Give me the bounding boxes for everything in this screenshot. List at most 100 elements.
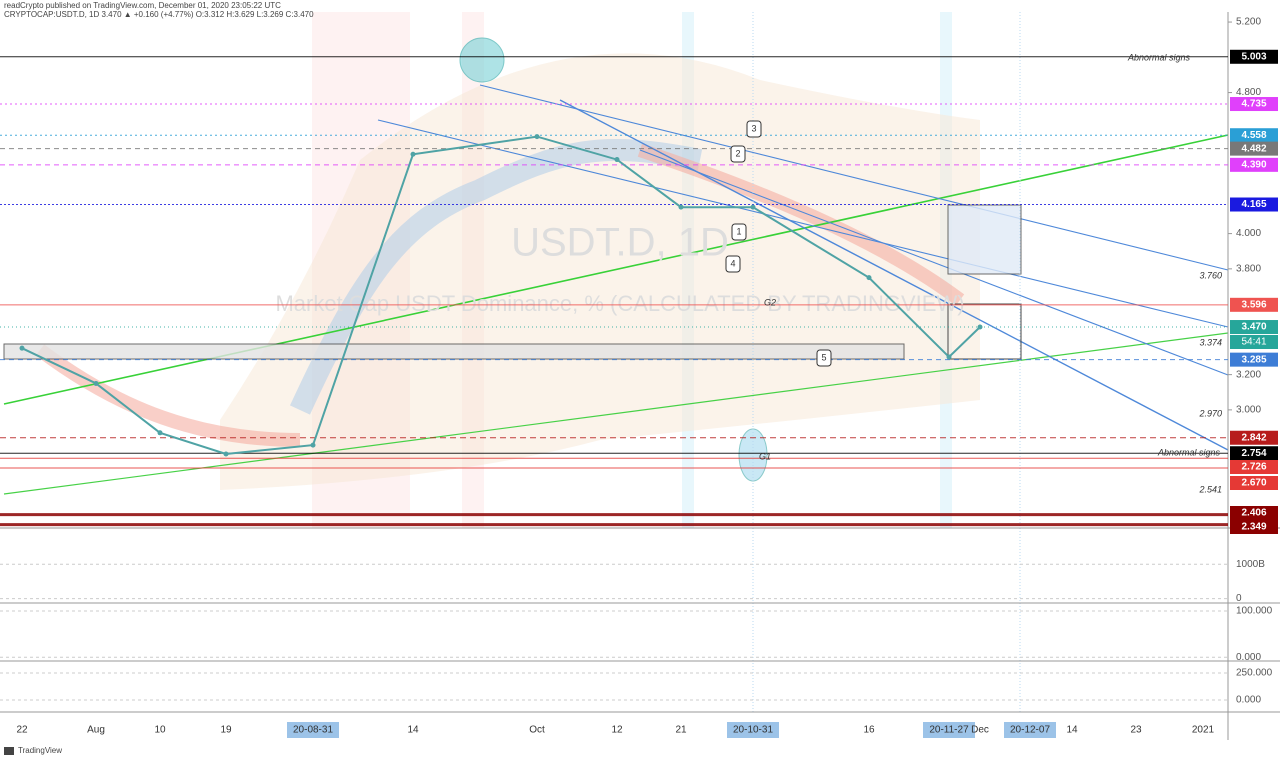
logo [4,747,14,755]
price-point [977,324,983,330]
callout-box [816,349,832,367]
price-point [866,275,872,281]
price-point [750,204,756,210]
level-label-box [1230,460,1278,474]
level-label: 3.470 [1241,322,1266,333]
x-tick-label: 2021 [1192,725,1215,736]
x-tick-label: 20-08-31 [293,725,333,736]
level-label: 3.285 [1241,354,1266,365]
y-tick-label: 3.800 [1236,263,1261,274]
x-tick-label: Dec [971,725,989,736]
level-label-box [1230,97,1278,112]
level-label: 2.842 [1241,432,1266,443]
ribbon [290,139,703,415]
countdown-box [1230,335,1278,349]
annotation: 2.541 [1198,484,1222,494]
channel-line [559,99,1229,451]
trend-line [3,332,1229,495]
price-point [410,151,416,157]
x-tick-label: 14 [1066,725,1078,736]
annotation: 2.970 [1198,408,1222,418]
level-label-box [1230,520,1278,534]
y-tick-label: 3.000 [1236,405,1261,416]
highlight-band [682,12,694,528]
y-tick-label: 4.000 [1236,228,1261,239]
x-tick-label: 21 [675,725,687,736]
level-label: 4.482 [1241,143,1266,154]
box [3,343,905,360]
highlight-band [462,12,484,528]
annotation: 1 [736,226,741,236]
pane-tick-label: 0.000 [1236,652,1261,663]
x-tick-label: 20-11-27 [929,725,969,736]
symbol-line: CRYPTOCAP:USDT.D, 1D 3.470 ▲ +0.160 (+4.… [4,10,314,19]
level-label-box [1230,506,1278,520]
annotation: 3.374 [1199,337,1222,347]
level-label-box [1230,141,1278,156]
pane-tick-label: 250.000 [1236,668,1273,679]
channel-line [479,84,1229,271]
x-tick-label: 10 [154,725,166,736]
level-label: 2.726 [1241,462,1266,473]
annotation: Abnormal signs [1127,52,1191,62]
annotation: 5 [821,352,826,362]
countdown: 54:41 [1241,337,1266,348]
level-label: 4.735 [1241,99,1266,110]
channel-line [639,149,1229,376]
x-tick-label: 20-12-07 [1010,725,1050,736]
y-tick-label: 5.200 [1236,17,1261,28]
x-tick-label: 14 [407,725,419,736]
callout-box [725,255,741,273]
pane-tick-label: 1000B [1236,559,1265,570]
level-label: 4.558 [1241,130,1266,141]
x-highlight [287,722,339,738]
annotation: Abnormal signs [1157,447,1221,457]
level-label-box [1230,49,1278,64]
channel-line [377,119,1229,328]
watermark-title: USDT.D, 1D [511,221,729,265]
level-label: 4.390 [1241,159,1266,170]
y-tick-label: 3.200 [1236,369,1261,380]
price-point [157,430,163,436]
x-tick-label: 23 [1130,725,1142,736]
pane-tick-label: 100.000 [1236,606,1273,617]
publisher: readCrypto published on TradingView.com,… [4,1,281,10]
price-point [678,204,684,210]
level-label: 2.406 [1241,508,1266,519]
level-label-box [1230,128,1278,143]
callout-box [746,120,762,138]
annotation: 4 [730,258,735,268]
level-label-box [1230,297,1278,312]
price-point [19,345,25,351]
x-highlight [727,722,779,738]
level-label-box [1230,446,1278,461]
x-highlight [1004,722,1056,738]
level-label-box [1230,476,1278,490]
price-point [614,157,620,163]
x-tick-label: Oct [529,725,545,736]
x-tick-label: 19 [220,725,232,736]
x-tick-label: 16 [863,725,875,736]
x-tick-label: 12 [611,725,623,736]
highlight-band [312,12,410,528]
highlight-band [940,12,952,528]
x-tick-label: Aug [87,725,105,736]
circle-marker [459,37,505,83]
brand: TradingView [18,746,62,755]
level-label: 4.165 [1241,199,1266,210]
box [947,204,1022,275]
annotation: 2 [735,148,740,158]
callout-box [730,145,746,163]
level-label-box [1230,320,1278,335]
callout-box [731,223,747,241]
level-label: 2.670 [1241,478,1266,489]
price-point [946,354,952,360]
level-label: 3.596 [1241,299,1266,310]
level-label-box [1230,157,1278,172]
price-point [310,442,316,448]
level-label-box [1230,352,1278,367]
x-tick-label: 22 [16,725,28,736]
price-point [93,380,99,386]
